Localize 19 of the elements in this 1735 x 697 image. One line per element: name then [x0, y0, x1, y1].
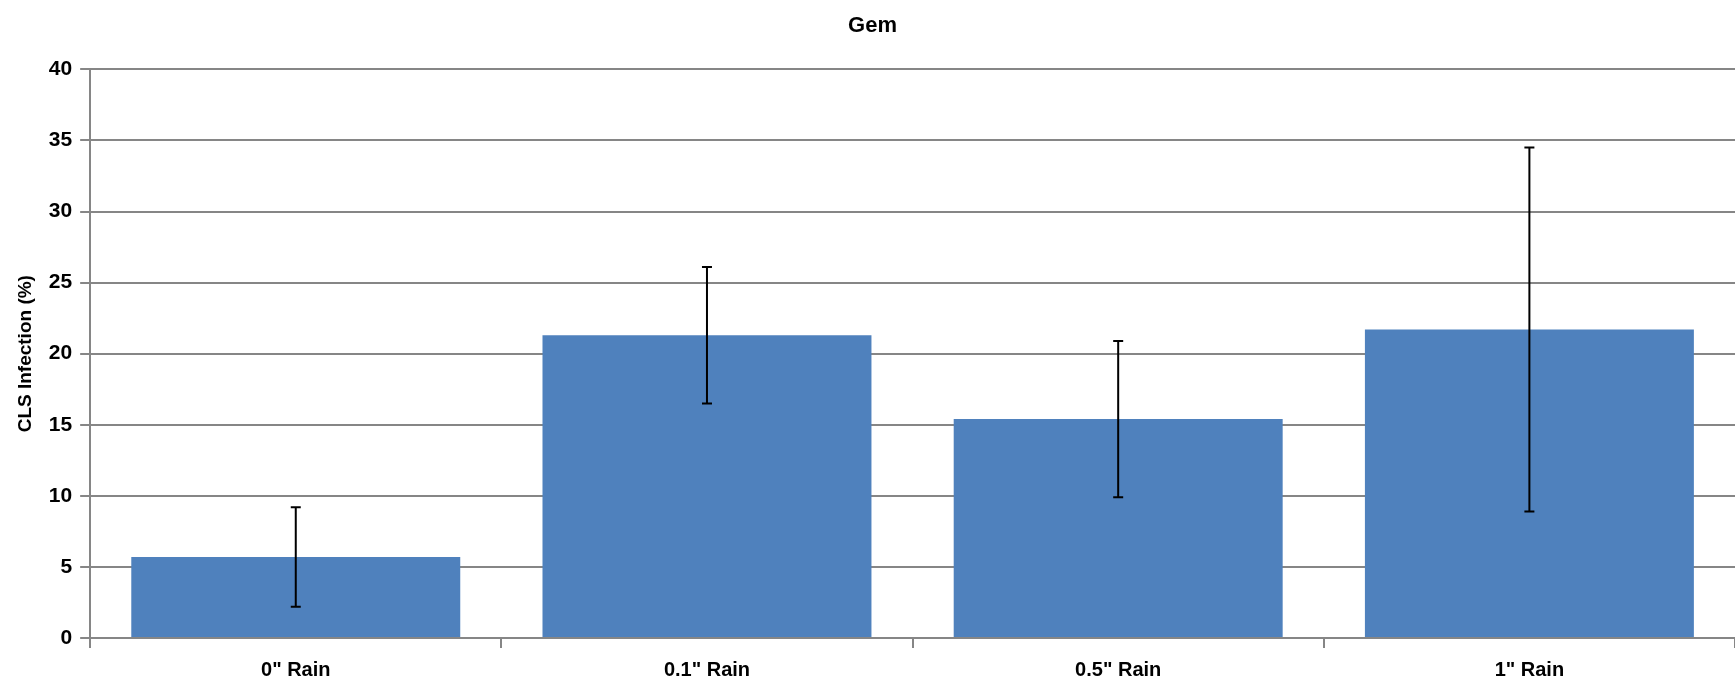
y-tick-label: 40 — [48, 56, 73, 80]
bar — [1364, 329, 1694, 637]
y-tick-label: 35 — [48, 127, 73, 151]
chart-title: Gem — [848, 12, 897, 38]
y-tick-label: 0 — [60, 624, 73, 648]
y-tick-label: 15 — [48, 411, 73, 435]
y-tick-label: 25 — [48, 269, 73, 293]
y-tick-label: 30 — [48, 198, 73, 222]
x-tick-label: 0.1" Rain — [663, 657, 751, 680]
bar — [131, 556, 461, 637]
y-tick-label: 10 — [48, 482, 73, 506]
x-tick-label: 0" Rain — [261, 657, 331, 680]
y-tick-label: 5 — [60, 553, 73, 577]
y-tick-label: 20 — [48, 340, 73, 364]
bar — [542, 335, 872, 637]
y-axis-title: CLS Infection (%) — [13, 275, 35, 433]
bar — [953, 419, 1283, 637]
x-tick-label: 1" Rain — [1494, 657, 1565, 680]
x-tick-label: 0.5" Rain — [1075, 657, 1162, 680]
